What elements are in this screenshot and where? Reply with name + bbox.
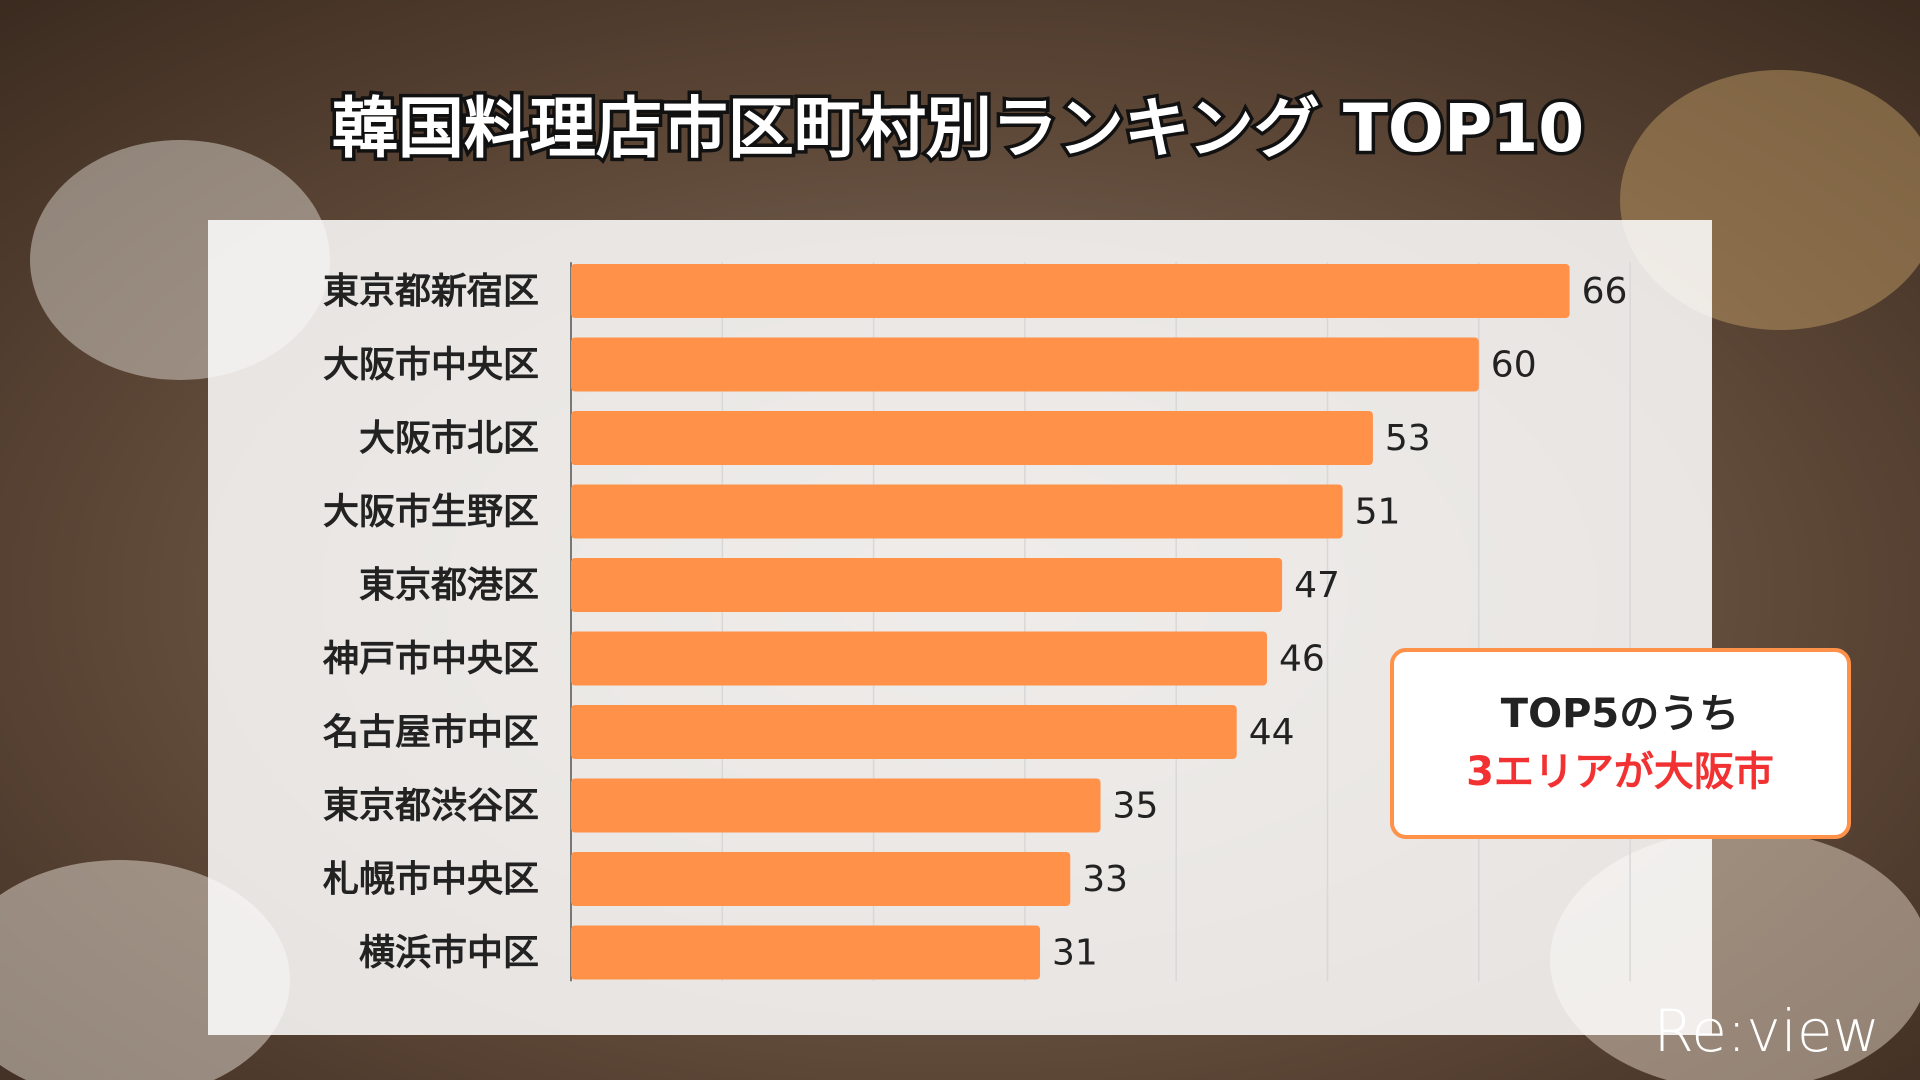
y-tick-label: 横浜市中区 (359, 933, 539, 974)
y-tick-label: 札幌市中央区 (323, 859, 539, 900)
y-tick-label: 神戸市中央区 (322, 639, 539, 680)
bar (571, 264, 1570, 318)
chart-title: 韓国料理店市区町村別ランキング TOP10 (332, 90, 1584, 167)
bar (571, 925, 1041, 980)
value-label: 46 (1279, 639, 1325, 680)
bar (571, 337, 1479, 392)
annotation-box (1390, 648, 1851, 839)
y-tick-label: 大阪市生野区 (323, 492, 539, 533)
bar (571, 852, 1071, 906)
bar (571, 705, 1237, 759)
bar (571, 484, 1343, 539)
value-label: 44 (1249, 712, 1295, 753)
value-label: 60 (1491, 345, 1537, 386)
bar (571, 411, 1373, 465)
value-label: 35 (1113, 786, 1159, 827)
y-tick-label: 東京都新宿区 (323, 271, 539, 312)
bar (571, 558, 1283, 612)
value-label: 51 (1355, 492, 1401, 533)
y-tick-label: 東京都港区 (359, 565, 539, 606)
logo: Re:view (1654, 997, 1880, 1065)
bar (571, 631, 1267, 686)
bar (571, 778, 1101, 833)
value-label: 47 (1294, 565, 1340, 606)
value-label: 53 (1385, 418, 1431, 459)
annotation-text: TOP5のうち (1501, 691, 1739, 737)
y-tick-label: 大阪市北区 (359, 418, 539, 459)
y-tick-label: 大阪市中央区 (323, 345, 539, 386)
value-label: 66 (1582, 271, 1628, 312)
y-tick-label: 名古屋市中区 (323, 712, 539, 753)
annotation-text: 3エリアが大阪市 (1466, 749, 1774, 795)
y-tick-label: 東京都渋谷区 (323, 786, 539, 827)
value-label: 33 (1082, 859, 1128, 900)
value-label: 31 (1052, 933, 1098, 974)
